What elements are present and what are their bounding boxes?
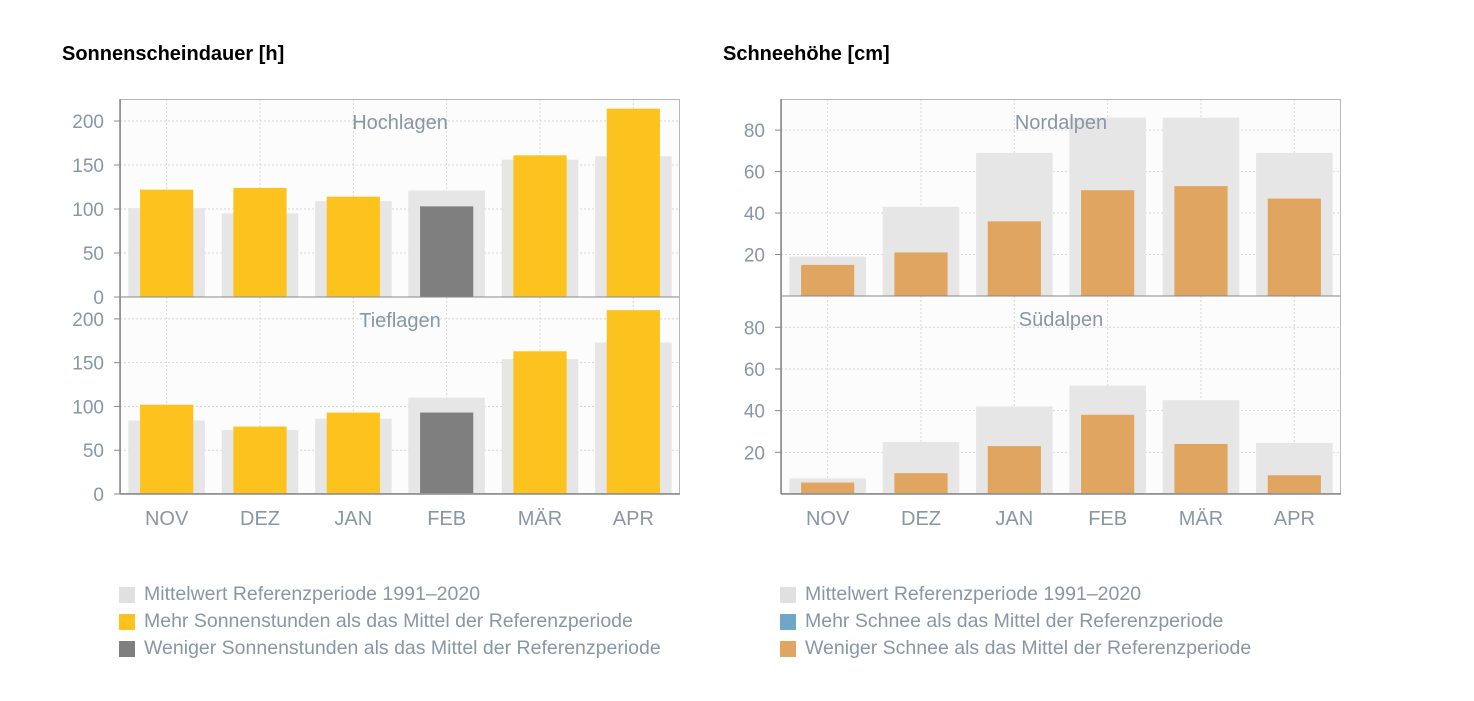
sun-panel-1-label: Tieflagen	[359, 310, 441, 332]
snow-panel-1-value-bar-5	[1267, 475, 1321, 494]
snow-panel-0-ytick-label-0: 20	[744, 246, 765, 267]
sun-panel-0-value-bar-3	[420, 206, 474, 297]
snow-panel-1-value-bar-2	[987, 446, 1041, 494]
sun-panel-1-value-bar-1	[233, 426, 287, 494]
snow-panel-0-value-bar-1	[894, 252, 948, 296]
snow-panel-0-bg	[781, 99, 1341, 296]
snow-legend: Mittelwert Referenzperiode 1991–2020 Meh…	[780, 581, 1251, 662]
sunshine-chart-title: Sonnenscheindauer [h]	[62, 43, 285, 65]
sun-category-label-5: APR	[613, 508, 654, 530]
sun-panel-0-ytick-label-0: 0	[93, 288, 104, 309]
sun-panel-0-ytick-label-2: 100	[72, 200, 104, 221]
sun-panel-1-ytick-label-2: 100	[72, 397, 104, 418]
sun-panel-1-value-bar-3	[420, 412, 474, 494]
sun-panel-1-ytick-label-0: 0	[93, 485, 104, 506]
legend-item-less-sun: Weniger Sonnenstunden als das Mittel der…	[119, 635, 661, 662]
snow-panel-1-ytick-label-2: 60	[744, 360, 765, 381]
legend-item-less-snow: Weniger Schnee als das Mittel der Refere…	[780, 635, 1251, 662]
legend-swatch-less-snow	[780, 640, 796, 657]
legend-label-reference-snow: Mittelwert Referenzperiode 1991–2020	[805, 583, 1142, 605]
sun-category-label-4: MÄR	[518, 508, 562, 530]
snow-category-label-4: MÄR	[1179, 508, 1223, 530]
sun-panel-1-ytick-label-3: 150	[72, 354, 104, 375]
snow-panel-1-bg	[781, 296, 1341, 494]
sun-panel-1-value-bar-5	[606, 310, 660, 494]
legend-label-less-sun: Weniger Sonnenstunden als das Mittel der…	[144, 637, 661, 659]
snow-panel-0-ytick-label-3: 80	[744, 121, 765, 142]
sun-panel-0-value-bar-0	[140, 189, 194, 297]
snow-panel-0-ytick-label-1: 40	[744, 204, 765, 225]
snow-category-label-3: FEB	[1088, 508, 1127, 530]
snow-panel-0-value-bar-2	[987, 221, 1041, 296]
snow-panel-1-ytick-label-1: 40	[744, 402, 765, 423]
snow-panel-0-value-bar-0	[801, 264, 855, 296]
legend-label-less-snow: Weniger Schnee als das Mittel der Refere…	[805, 637, 1252, 659]
sun-panel-0-bg	[120, 99, 680, 297]
snow-panel-1-value-bar-4	[1174, 443, 1228, 494]
snow-panel-1-ytick-label-0: 20	[744, 443, 765, 464]
snow-panel-1-ytick-label-3: 80	[744, 318, 765, 339]
sun-panel-0-value-bar-1	[233, 187, 287, 297]
sun-panel-1-value-bar-0	[140, 404, 194, 494]
sun-category-label-1: DEZ	[240, 508, 280, 530]
snow-panel-0-value-bar-5	[1267, 198, 1321, 296]
legend-swatch-less-sun	[119, 640, 135, 657]
snow-category-label-1: DEZ	[901, 508, 941, 530]
snow-category-label-5: APR	[1274, 508, 1315, 530]
snow-chart-title: Schneehöhe [cm]	[723, 43, 890, 65]
snow-panel-0-ytick-label-2: 60	[744, 163, 765, 184]
sun-category-label-2: JAN	[334, 508, 372, 530]
snow-panel-1-value-bar-1	[894, 473, 948, 494]
legend-swatch-more-snow	[780, 613, 796, 630]
sun-panel-0-value-bar-5	[606, 108, 660, 298]
legend-swatch-reference-snow	[780, 586, 796, 603]
sun-panel-1-bg	[120, 297, 680, 494]
sun-category-label-0: NOV	[145, 508, 189, 530]
legend-item-more-snow: Mehr Schnee als das Mittel der Referenzp…	[780, 608, 1251, 635]
sunshine-legend: Mittelwert Referenzperiode 1991–2020 Meh…	[119, 581, 661, 662]
sun-panel-0-ytick-label-4: 200	[72, 112, 104, 133]
legend-label-more-sun: Mehr Sonnenstunden als das Mittel der Re…	[144, 610, 633, 632]
sun-panel-0-value-bar-4	[513, 155, 567, 297]
sun-panel-1-value-bar-2	[326, 412, 380, 494]
sun-panel-1-ytick-label-4: 200	[72, 310, 104, 331]
sun-category-label-3: FEB	[427, 508, 466, 530]
legend-swatch-reference	[119, 586, 135, 603]
snow-panel-0-value-bar-3	[1081, 190, 1135, 296]
sun-panel-1-value-bar-4	[513, 351, 567, 494]
legend-item-reference: Mittelwert Referenzperiode 1991–2020	[119, 581, 661, 608]
sun-panel-0-label: Hochlagen	[352, 112, 448, 134]
legend-item-reference-snow: Mittelwert Referenzperiode 1991–2020	[780, 581, 1251, 608]
snow-category-label-0: NOV	[806, 508, 850, 530]
snow-panel-1-value-bar-3	[1081, 414, 1135, 494]
sun-panel-0-ytick-label-1: 50	[83, 244, 104, 265]
snow-panel-1-value-bar-0	[801, 482, 855, 494]
sun-panel-0-ytick-label-3: 150	[72, 156, 104, 177]
legend-label-more-snow: Mehr Schnee als das Mittel der Referenzp…	[805, 610, 1224, 632]
snow-panel-1-label: Südalpen	[1019, 309, 1104, 331]
sun-panel-1-ytick-label-1: 50	[83, 441, 104, 462]
legend-swatch-more-sun	[119, 613, 135, 630]
legend-label-reference: Mittelwert Referenzperiode 1991–2020	[144, 583, 481, 605]
legend-item-more-sun: Mehr Sonnenstunden als das Mittel der Re…	[119, 608, 661, 635]
sun-panel-0-value-bar-2	[326, 196, 380, 297]
snow-panel-0-value-bar-4	[1174, 186, 1228, 296]
snow-panel-0-label: Nordalpen	[1015, 112, 1107, 134]
snow-category-label-2: JAN	[995, 508, 1033, 530]
